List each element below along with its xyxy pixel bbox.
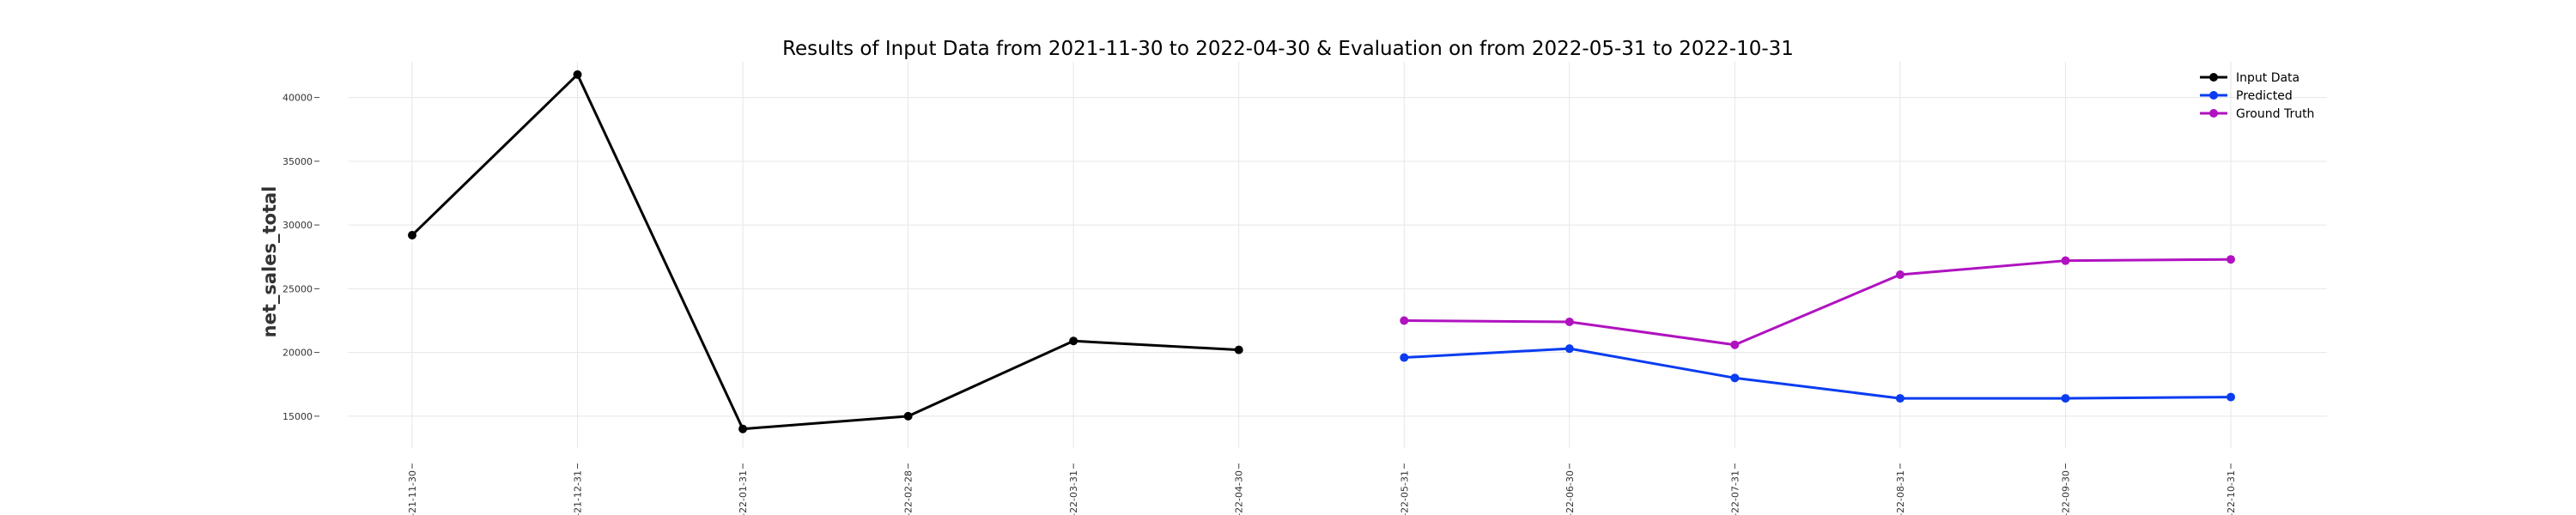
data-point [573, 70, 582, 79]
y-tick-label: 15000 [283, 411, 313, 422]
y-tick-label: 35000 [283, 156, 313, 167]
x-tick-label: -22-05-31 [1399, 470, 1410, 515]
data-point [2061, 394, 2070, 403]
data-point [1895, 270, 1905, 280]
legend-label: Ground Truth [2236, 107, 2314, 121]
legend-item: Ground Truth [2200, 107, 2314, 121]
legend-label: Input Data [2236, 71, 2300, 85]
data-point [903, 411, 913, 421]
legend-label: Predicted [2236, 89, 2293, 103]
data-point [1564, 344, 1574, 354]
chart-title: Results of Input Data from 2021-11-30 to… [782, 38, 1794, 60]
y-tick-label: 25000 [283, 283, 313, 294]
legend-marker [2209, 109, 2218, 118]
legend: Input Data Predicted Ground Truth [2200, 71, 2314, 121]
data-point [408, 230, 416, 239]
legend-item: Input Data [2200, 71, 2300, 85]
x-tick-label: -22-08-31 [1895, 470, 1906, 515]
data-point [2061, 256, 2070, 265]
legend-marker [2209, 91, 2218, 100]
x-tick-label: -22-09-30 [2060, 470, 2071, 515]
data-point [1234, 345, 1243, 354]
data-point [1564, 317, 1574, 326]
series-layer [408, 70, 2235, 433]
x-tick-label: -22-07-31 [1729, 470, 1741, 515]
data-point [738, 424, 748, 433]
x-tick-label: -21-11-30 [407, 470, 418, 515]
data-point [2227, 255, 2235, 264]
x-tick-label: -22-06-30 [1564, 470, 1576, 515]
x-tick-label: -22-04-30 [1234, 470, 1245, 515]
x-tick-label: -22-01-31 [738, 470, 749, 515]
series-line-0 [410, 73, 1239, 431]
legend-item: Predicted [2200, 89, 2293, 103]
legend-marker [2209, 73, 2218, 82]
x-tick-label: -21-12-31 [573, 470, 584, 515]
x-tick-label: -22-02-28 [903, 470, 914, 515]
series-line-2 [1404, 258, 2232, 347]
y-tick-label: 30000 [283, 220, 313, 231]
data-point [1400, 353, 1409, 362]
y-tick-label: 40000 [283, 93, 313, 104]
x-tick-label: -22-03-31 [1068, 470, 1079, 515]
grid-layer [348, 62, 2327, 448]
y-axis-label: net_sales_total [259, 186, 280, 338]
data-point [1400, 316, 1409, 325]
data-point [1730, 340, 1740, 349]
data-point [1895, 394, 1905, 403]
series-line-1 [1404, 347, 2232, 400]
x-tick-label: -22-10-31 [2226, 470, 2237, 515]
y-tick-label: 20000 [283, 348, 313, 359]
data-point [1069, 336, 1078, 346]
data-point [2227, 392, 2235, 402]
data-point [1730, 373, 1740, 383]
axis-layer: 15000 20000 25000 30000 35000 40000 -21-11-30 -… [283, 93, 2237, 515]
